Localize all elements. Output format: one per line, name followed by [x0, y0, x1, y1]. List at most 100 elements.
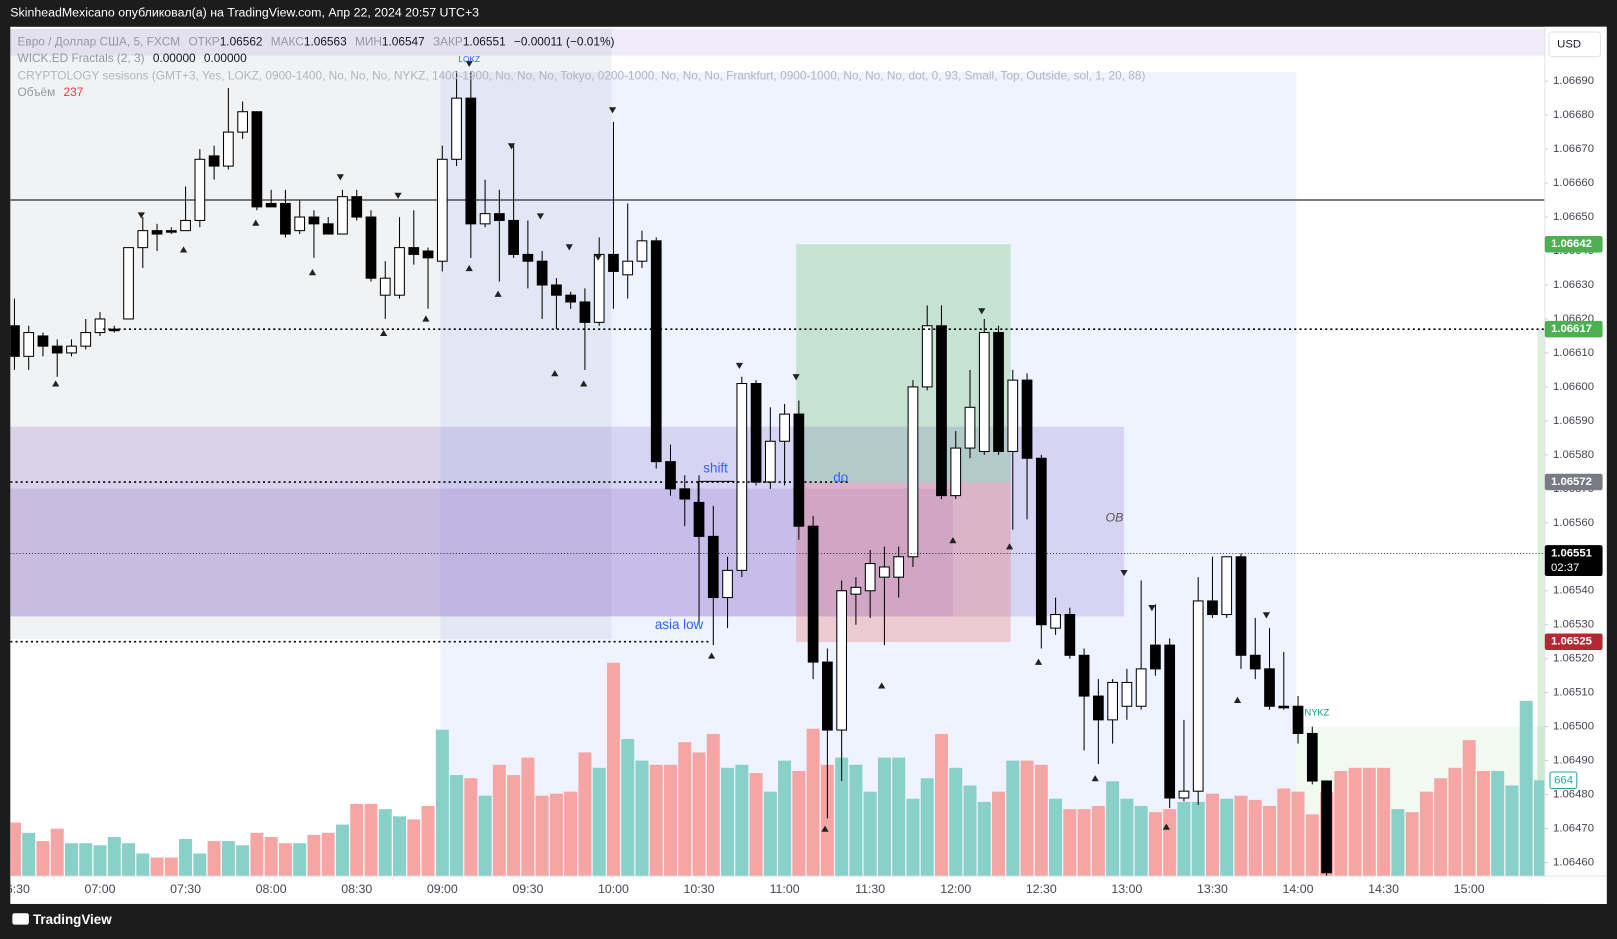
y-tick-label: 1.06630 — [1553, 279, 1594, 291]
volume-bar — [507, 775, 521, 877]
volume-bar — [1277, 788, 1291, 877]
volume-bar — [1034, 764, 1048, 877]
volume-bar — [635, 760, 649, 877]
fractal-high — [608, 107, 617, 114]
candle-body — [1050, 614, 1061, 629]
volume-bar — [1163, 809, 1177, 877]
fractal-low — [1233, 696, 1242, 703]
candle-body — [208, 155, 220, 167]
candle-body — [964, 406, 976, 449]
candle-body — [608, 253, 619, 272]
ohlc-label: МИН — [355, 34, 382, 48]
candle-body — [1306, 732, 1318, 782]
volume-bar — [1220, 798, 1234, 877]
ohlc-value: 1.06563 — [304, 34, 347, 48]
volume-bar — [1020, 760, 1034, 877]
ohlc-label: ОТКР — [188, 34, 219, 48]
candle-body — [593, 253, 605, 323]
volume-bar — [706, 733, 720, 877]
candle-body — [722, 569, 733, 599]
candle-body — [978, 332, 990, 452]
price-badge — [1544, 320, 1603, 338]
volume-bar — [606, 662, 620, 877]
candle-body — [151, 230, 163, 235]
volume-bar — [792, 771, 806, 877]
x-tick-label: 06:30 — [0, 882, 30, 896]
price-badge — [1544, 473, 1603, 491]
fractal-low — [551, 370, 559, 377]
fractal-low — [1005, 543, 1014, 550]
candle-body — [1192, 600, 1204, 792]
volume-bar — [1491, 771, 1505, 877]
candle-body — [294, 216, 306, 232]
symbol: Евро / Доллар США, 5, FXCM — [18, 34, 181, 48]
volume-bar — [464, 778, 478, 877]
candle-body — [893, 556, 905, 578]
volume-bar — [1063, 809, 1077, 877]
volume-bar — [193, 853, 207, 877]
x-tick-label: 08:30 — [341, 882, 372, 896]
brand-logo — [12, 913, 29, 925]
candle-body — [707, 535, 719, 599]
candle-body — [864, 563, 876, 592]
session-label: NYKZ — [1305, 708, 1330, 718]
candle-body — [579, 301, 591, 323]
candle-body — [736, 383, 748, 571]
volume-layer — [10, 662, 1545, 877]
volume-bar — [1434, 778, 1448, 877]
candle-body — [1035, 457, 1047, 626]
volume-bar — [549, 793, 563, 877]
legend-symbol: Евро / Доллар США, 5, FXCM ОТКР1.06562 МАК… — [18, 34, 615, 48]
y-tick-label: 1.06580 — [1553, 449, 1594, 461]
volume-bar — [1462, 740, 1476, 877]
candle-body — [1164, 644, 1176, 799]
currency[interactable]: USD — [1557, 38, 1581, 50]
volume-bar — [221, 841, 235, 877]
level-layer — [10, 328, 1545, 643]
currency-button[interactable] — [1548, 31, 1602, 58]
candle-body — [822, 661, 833, 731]
fractal-low — [465, 264, 473, 272]
y-tick-label: 1.06590 — [1553, 415, 1594, 427]
candle-body — [693, 501, 705, 537]
volume-bar — [778, 760, 792, 877]
volume-bar — [1405, 812, 1419, 877]
candle-body — [265, 202, 277, 208]
candle-body — [1135, 668, 1147, 707]
candle-body — [280, 202, 291, 235]
volume-bar — [278, 843, 292, 877]
annotation: OB — [1106, 511, 1124, 525]
volume-bar — [350, 803, 364, 877]
candle-body — [1221, 556, 1233, 616]
volume-bar — [1191, 801, 1205, 877]
fractal-high — [394, 192, 402, 199]
x-tick-label: 12:00 — [940, 882, 971, 896]
session-band — [10, 28, 1545, 56]
position-strip — [1537, 329, 1545, 877]
volume-bar — [1049, 798, 1063, 877]
volume-bar — [1391, 809, 1405, 877]
x-tick-label: 13:00 — [1111, 882, 1142, 896]
fractal-high — [1262, 612, 1270, 619]
candle-body — [194, 158, 206, 221]
volume-badge — [1549, 771, 1578, 790]
y-tick-label: 1.06680 — [1553, 109, 1594, 121]
price-badge-label: 1.06551 — [1551, 547, 1592, 559]
volume-bar — [1362, 767, 1376, 877]
volume-bar — [1234, 795, 1248, 877]
candle-body — [508, 219, 519, 255]
volume-bar — [293, 843, 307, 877]
volume-bar — [963, 785, 977, 877]
candle-body — [1178, 790, 1190, 799]
volume-bar — [1419, 791, 1433, 877]
y-tick-label: 1.06650 — [1553, 211, 1594, 223]
volume-bar — [1348, 767, 1362, 877]
volume-bar — [1476, 771, 1490, 877]
volume-bar — [421, 805, 435, 877]
candle-body — [351, 196, 363, 218]
volume-bar — [992, 791, 1006, 877]
volume-bar — [1377, 767, 1391, 877]
axes: 1.06460 1.06470 1.06480 1.06490 1.06500 1.065… — [1544, 75, 1594, 869]
candle-body — [337, 196, 348, 235]
